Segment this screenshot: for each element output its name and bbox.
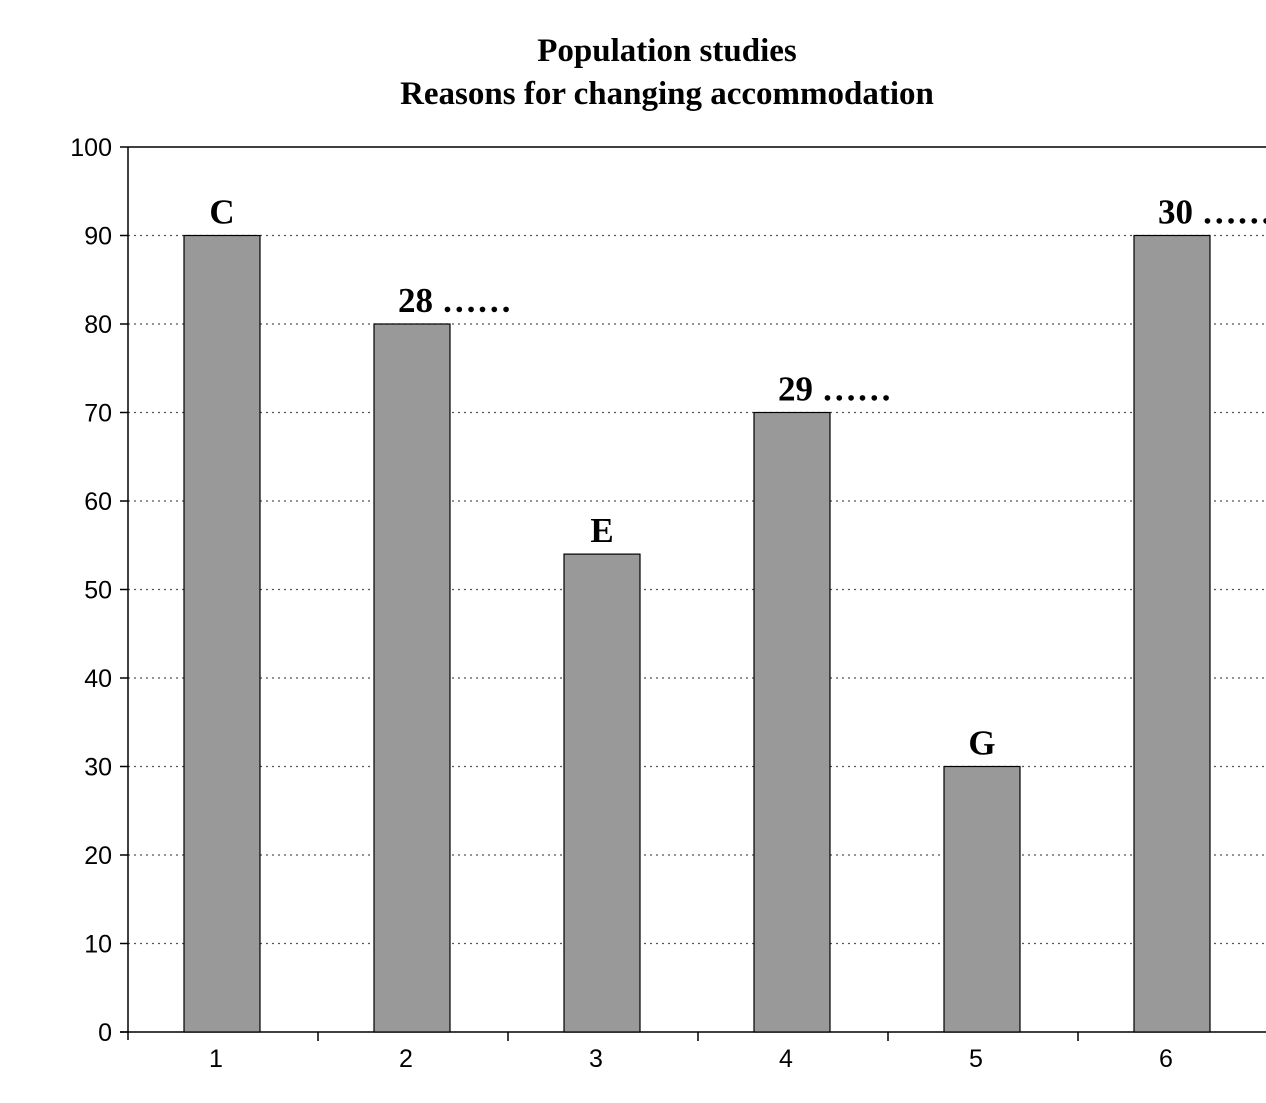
- bar-data-label: 29 ……: [778, 370, 892, 409]
- y-tick-label: 0: [98, 1019, 112, 1047]
- y-tick-label: 80: [84, 311, 112, 339]
- x-tick-label: 3: [589, 1045, 603, 1073]
- chart-subtitle: Reasons for changing accommodation: [400, 76, 934, 112]
- y-tick-label: 100: [70, 134, 112, 162]
- bar: [563, 553, 641, 1033]
- bar-data-label: 30 ……: [1158, 193, 1266, 232]
- bar: [183, 234, 261, 1033]
- y-tick-label: 70: [84, 400, 112, 428]
- bar: [1133, 234, 1211, 1033]
- y-tick-label: 50: [84, 577, 112, 605]
- bar-data-label: 28 ……: [398, 281, 512, 320]
- bar: [753, 411, 831, 1033]
- bar: [943, 765, 1021, 1033]
- bar-data-label: G: [968, 724, 995, 763]
- chart-title-block: Population studies Reasons for changing …: [0, 30, 1266, 116]
- bar: [373, 323, 451, 1033]
- x-tick-label: 2: [399, 1045, 413, 1073]
- y-tick-label: 60: [84, 488, 112, 516]
- x-tick-label: 5: [969, 1045, 983, 1073]
- y-tick-label: 30: [84, 754, 112, 782]
- chart-title: Population studies: [537, 33, 797, 69]
- y-tick-label: 10: [84, 931, 112, 959]
- x-tick-label: 1: [209, 1045, 223, 1073]
- x-tick-label: 6: [1159, 1045, 1173, 1073]
- bar-data-label: C: [209, 193, 234, 232]
- y-tick-label: 90: [84, 223, 112, 251]
- x-tick-label: 4: [779, 1045, 793, 1073]
- y-tick-label: 20: [84, 842, 112, 870]
- bar-data-label: E: [590, 511, 613, 550]
- y-tick-label: 40: [84, 665, 112, 693]
